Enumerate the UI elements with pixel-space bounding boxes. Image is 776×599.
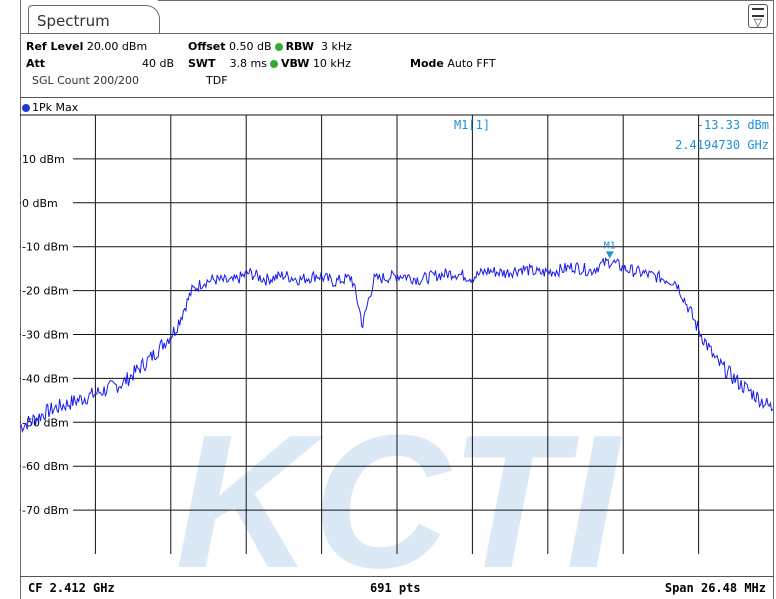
- swt-label: SWT: [188, 57, 216, 70]
- marker-readout-freq: 2.4194730 GHz: [675, 138, 769, 152]
- y-tick-label: -10 dBm: [22, 241, 69, 254]
- mode-label: Mode: [410, 57, 444, 70]
- tab-spectrum-label: Spectrum: [37, 12, 110, 30]
- coupled-indicator-icon: [274, 43, 283, 51]
- trace-indicator-icon: [22, 104, 30, 112]
- trace-legend: 1Pk Max: [22, 101, 78, 114]
- y-tick-label: -70 dBm: [22, 504, 69, 517]
- rbw-label: RBW: [285, 40, 314, 53]
- marker-readout-level: -13.33 dBm: [697, 118, 769, 132]
- trace-1pk-max: [20, 256, 774, 434]
- analyzer-window: Spectrum ▽ Ref Level 20.00 dBm Att 40 dB…: [20, 0, 774, 599]
- plot-top-border: [20, 97, 774, 98]
- ref-level-value: 20.00 dBm: [86, 40, 148, 53]
- trace-label: 1Pk Max: [32, 101, 79, 114]
- y-tick-label: 0 dBm: [22, 197, 58, 210]
- coupled-indicator-icon: [270, 60, 278, 68]
- y-tick-label: -40 dBm: [22, 372, 69, 385]
- tick-label-bg: [21, 415, 73, 429]
- offset-value: 0.50 dB: [229, 40, 272, 53]
- tick-label-bg: [21, 283, 73, 297]
- offset-setting: Offset 0.50 dB RBW 3 kHz: [188, 40, 352, 53]
- tick-label-bg: [21, 239, 73, 253]
- tick-label-bg: [21, 195, 73, 209]
- sgl-count: SGL Count 200/200: [32, 74, 139, 87]
- mode-setting: Mode Auto FFT: [410, 57, 496, 70]
- att-value-cell: 40 dB: [132, 57, 174, 70]
- y-tick-label: -20 dBm: [22, 285, 69, 298]
- spectrum-plot[interactable]: KCTI 10 dBm 0 dBm -10 dBm -20 dBm -30 dBm -40 …: [20, 97, 774, 576]
- status-bar: CF 2.412 GHz 691 pts Span 26.48 MHz: [20, 576, 774, 599]
- tick-label-bg: [21, 503, 73, 517]
- ref-level-label: Ref Level: [26, 40, 84, 53]
- y-tick-label: 10 dBm: [22, 153, 65, 166]
- tab-spectrum[interactable]: Spectrum: [28, 5, 160, 34]
- ref-level-setting: Ref Level 20.00 dBm: [26, 40, 147, 53]
- tick-label-bg: [21, 327, 73, 341]
- marker-m1-icon: [605, 251, 614, 259]
- window-menu-icon[interactable]: ▽: [748, 4, 768, 29]
- span-value: Span 26.48 MHz: [664, 581, 766, 595]
- marker-readout-id: M1[1]: [454, 118, 490, 132]
- window-border-right: [773, 0, 774, 599]
- watermark-text: KCTI: [175, 396, 622, 576]
- swt-value: 3.8 ms: [229, 57, 267, 70]
- att-label: Att: [26, 57, 46, 70]
- vbw-value: 10 kHz: [312, 57, 351, 70]
- tick-label-bg: [21, 371, 73, 385]
- mode-value: Auto FFT: [447, 57, 496, 70]
- center-frequency: CF 2.412 GHz: [28, 581, 115, 595]
- y-tick-label: -50 dBm: [22, 416, 69, 429]
- window-border-left: [20, 0, 21, 599]
- marker-m1-label: M1: [604, 240, 616, 251]
- vbw-label: VBW: [281, 57, 310, 70]
- tdf-indicator: TDF: [206, 74, 228, 87]
- rbw-value: 3 kHz: [320, 40, 352, 53]
- tick-label-bg: [21, 459, 73, 473]
- y-tick-label: -60 dBm: [22, 460, 69, 473]
- att-label-cell: Att: [26, 57, 45, 70]
- tick-label-bg: [21, 151, 73, 165]
- tab-divider: [20, 33, 774, 34]
- offset-label: Offset: [188, 40, 226, 53]
- y-tick-label: -30 dBm: [22, 329, 69, 342]
- bars-icon: [752, 8, 764, 17]
- sweep-points: 691 pts: [370, 581, 421, 595]
- swt-setting: SWT 3.8 ms VBW 10 kHz: [188, 57, 351, 70]
- window-border-top: [158, 0, 774, 1]
- att-value: 40 dB: [141, 57, 174, 70]
